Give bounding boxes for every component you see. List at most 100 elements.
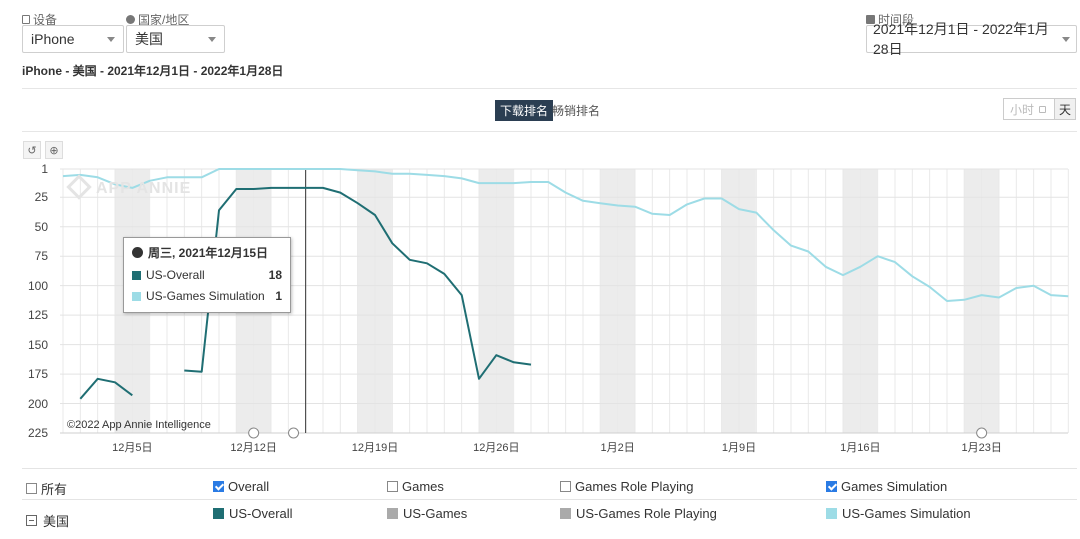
category-games-role-playing-checkbox[interactable]: Games Role Playing xyxy=(560,479,694,494)
legend-label: US-Overall xyxy=(229,506,293,521)
globe-icon xyxy=(132,247,143,258)
globe-icon xyxy=(126,15,135,24)
annotation-marker-icon xyxy=(976,427,988,439)
legend-label: US-Games Simulation xyxy=(842,506,971,521)
category-label: Games Simulation xyxy=(841,479,948,494)
country-select[interactable]: 美国 xyxy=(126,25,225,53)
tooltip-series-value: 18 xyxy=(268,268,282,282)
calendar-icon xyxy=(866,15,875,24)
country-label: 国家/地区 xyxy=(126,11,189,28)
divider xyxy=(22,131,1077,132)
country-value: 美国 xyxy=(135,31,163,47)
granularity-day-toggle[interactable]: 天 xyxy=(1054,98,1076,120)
series-swatch xyxy=(132,291,141,301)
x-tick-label: 12月12日 xyxy=(230,442,277,454)
device-icon xyxy=(22,15,30,24)
series-line-us-overall xyxy=(79,377,133,400)
legend-label: US-Games xyxy=(403,506,468,521)
category-all-checkbox[interactable]: 所有 xyxy=(26,479,67,498)
undo-icon: ↺ xyxy=(27,144,37,157)
tooltip-series-value: 1 xyxy=(275,289,282,303)
period-select[interactable]: 2021年12月1日 - 2022年1月28日 xyxy=(866,21,1077,57)
chevron-down-icon xyxy=(208,36,216,42)
chevron-down-icon xyxy=(107,36,115,42)
x-tick-label: 12月19日 xyxy=(351,442,399,454)
y-tick-label: 75 xyxy=(34,249,48,264)
category-label: Games Role Playing xyxy=(575,479,694,494)
x-tick-label: 1月9日 xyxy=(721,442,757,454)
legend-us-games-simulation[interactable]: US-Games Simulation xyxy=(826,506,971,521)
legend-swatch xyxy=(560,508,571,519)
y-tick-label: 100 xyxy=(27,278,48,293)
series-line-us-overall xyxy=(184,186,532,380)
annotation-marker-icon xyxy=(248,427,260,439)
category-games-checkbox[interactable]: Games xyxy=(387,479,444,494)
checkbox-icon xyxy=(387,481,398,492)
legend-swatch xyxy=(213,508,224,519)
legend-swatch xyxy=(387,508,398,519)
granularity-hour-toggle[interactable]: 小时 xyxy=(1003,98,1055,120)
y-tick-label: 1 xyxy=(41,162,48,176)
device-select[interactable]: iPhone xyxy=(22,25,124,53)
series-swatch xyxy=(132,270,141,280)
copyright: ©2022 App Annie Intelligence xyxy=(67,419,211,431)
lock-icon xyxy=(1039,105,1047,113)
x-tick-label: 1月16日 xyxy=(840,442,881,454)
page-subtitle: iPhone - 美国 - 2021年12月1日 - 2022年1月28日 xyxy=(22,64,284,78)
tab-download-rank[interactable]: 下载排名 xyxy=(495,100,554,121)
x-tick-label: 1月2日 xyxy=(600,442,635,454)
category-row xyxy=(22,468,1077,500)
tab-revenue-rank[interactable]: 畅销排名 xyxy=(552,104,601,118)
chevron-down-icon xyxy=(1062,36,1070,42)
series-line-us-games-simulation xyxy=(62,168,1069,302)
annotation-marker-icon xyxy=(288,427,300,439)
watermark-text: APP ANNIE xyxy=(96,180,192,197)
x-tick-label: 12月26日 xyxy=(473,442,520,454)
tooltip-row: US-Games Simulation 1 xyxy=(132,289,282,303)
period-label-text: 时间段 xyxy=(878,13,915,27)
y-tick-label: 25 xyxy=(34,190,48,205)
y-tick-label: 225 xyxy=(27,426,48,440)
tooltip-row: US-Overall 18 xyxy=(132,268,282,282)
x-tick-label: 12月5日 xyxy=(112,442,153,454)
legend-us-games-role-playing[interactable]: US-Games Role Playing xyxy=(560,506,717,521)
device-label-text: 设备 xyxy=(33,13,58,27)
zoom-button[interactable]: ⊕ xyxy=(45,141,63,159)
legend-us-overall[interactable]: US-Overall xyxy=(213,506,293,521)
period-label: 时间段 xyxy=(866,11,914,28)
category-label: Games xyxy=(402,479,444,494)
magnifier-icon: ⊕ xyxy=(49,144,59,157)
country-label-text: 国家/地区 xyxy=(138,13,190,27)
y-tick-label: 175 xyxy=(27,367,48,382)
tooltip-date: 周三, 2021年12月15日 xyxy=(148,246,269,260)
category-label: 所有 xyxy=(41,482,68,497)
country-row-label: 美国 xyxy=(43,514,70,529)
legend-us-games[interactable]: US-Games xyxy=(387,506,467,521)
category-overall-checkbox[interactable]: Overall xyxy=(213,479,269,494)
tooltip-series-name: US-Games Simulation xyxy=(146,289,265,303)
device-label: 设备 xyxy=(22,11,57,28)
category-label: Overall xyxy=(228,479,270,494)
legend-label: US-Games Role Playing xyxy=(576,506,717,521)
checkbox-icon xyxy=(560,481,571,492)
category-games-simulation-checkbox[interactable]: Games Simulation xyxy=(826,479,947,494)
legend-swatch xyxy=(826,508,837,519)
chart-tooltip: 周三, 2021年12月15日 US-Overall 18 US-Games S… xyxy=(123,237,291,313)
y-tick-label: 200 xyxy=(27,396,48,411)
country-row-collapse[interactable]: 美国 xyxy=(26,511,69,530)
collapse-icon xyxy=(26,515,37,526)
granularity-hour-label: 小时 xyxy=(1010,102,1035,117)
reset-zoom-button[interactable]: ↺ xyxy=(23,141,41,159)
device-value: iPhone xyxy=(31,31,75,47)
divider xyxy=(22,88,1077,89)
divider xyxy=(22,499,1077,500)
checkbox-checked-icon xyxy=(213,481,224,492)
checkbox-checked-icon xyxy=(826,481,837,492)
watermark: APP ANNIE xyxy=(66,174,192,200)
y-tick-label: 150 xyxy=(27,337,48,352)
app-annie-logo-icon xyxy=(66,174,92,200)
y-tick-label: 125 xyxy=(27,308,48,323)
checkbox-icon xyxy=(26,483,37,494)
period-value: 2021年12月1日 - 2022年1月28日 xyxy=(873,21,1049,57)
